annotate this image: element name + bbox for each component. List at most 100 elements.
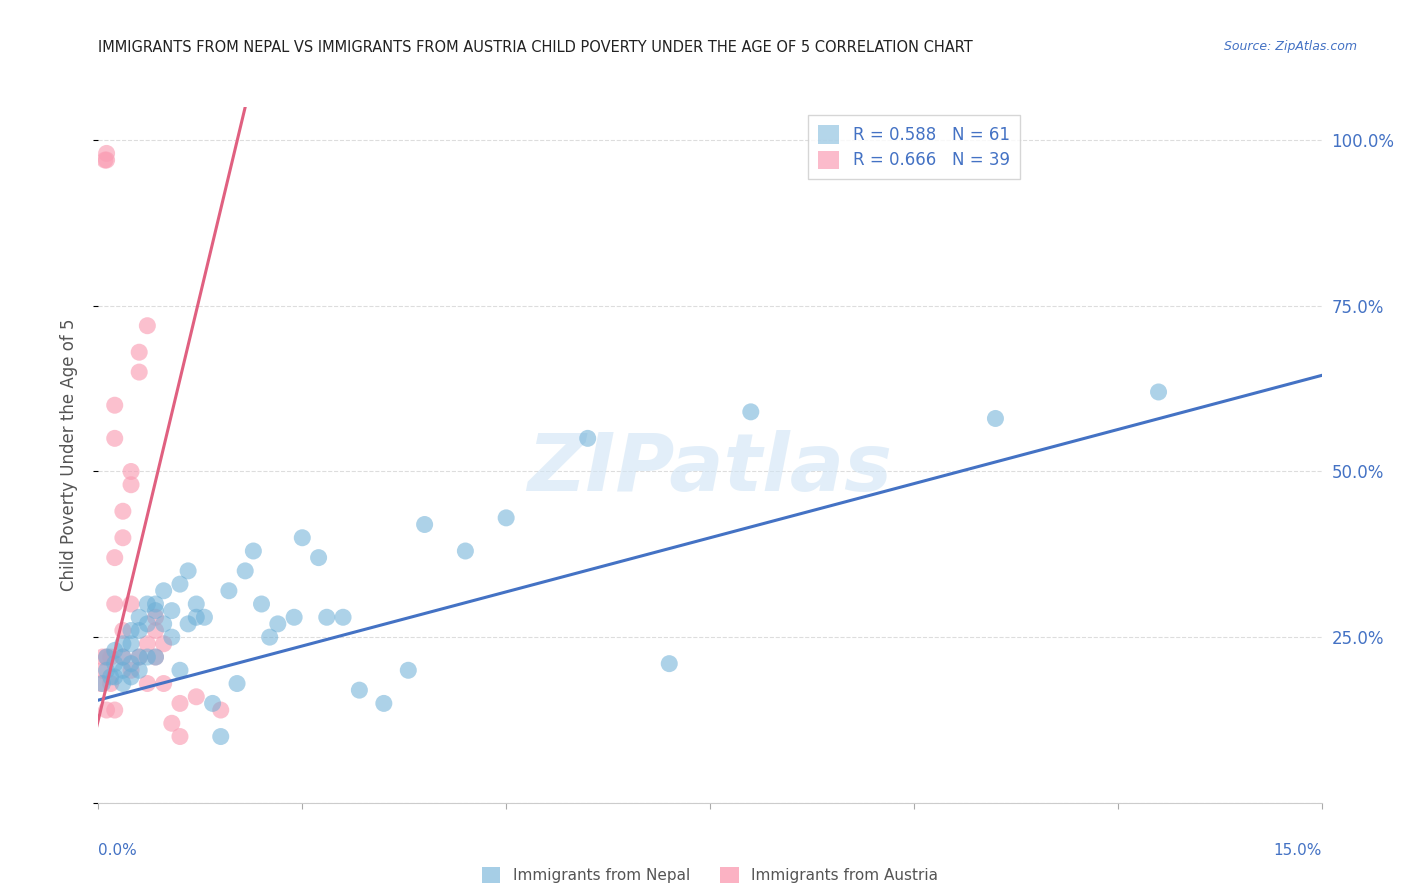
Point <box>169 577 191 591</box>
Point <box>91 650 114 665</box>
Point <box>332 610 354 624</box>
Point <box>145 597 167 611</box>
Point <box>128 624 150 638</box>
Point <box>160 604 183 618</box>
Point <box>136 616 159 631</box>
Point <box>413 517 436 532</box>
Point <box>315 610 337 624</box>
Point <box>111 504 134 518</box>
Point <box>111 676 134 690</box>
Point <box>454 544 477 558</box>
Point <box>349 683 371 698</box>
Point <box>128 650 150 665</box>
Point <box>111 663 134 677</box>
Point <box>373 697 395 711</box>
Point <box>120 477 142 491</box>
Point <box>145 624 167 638</box>
Point <box>128 650 150 665</box>
Point <box>96 663 118 677</box>
Point <box>145 650 167 665</box>
Point <box>169 663 191 677</box>
Point <box>169 730 191 744</box>
Point <box>104 643 127 657</box>
Point <box>136 597 159 611</box>
Point <box>250 597 273 611</box>
Point <box>201 697 224 711</box>
Point <box>145 650 167 665</box>
Point <box>91 676 114 690</box>
Point <box>495 511 517 525</box>
Point <box>984 411 1007 425</box>
Point <box>291 531 314 545</box>
Point <box>120 670 142 684</box>
Point <box>740 405 762 419</box>
Point <box>186 610 208 624</box>
Point <box>152 616 174 631</box>
Point <box>104 657 127 671</box>
Point <box>283 610 305 624</box>
Point <box>104 597 127 611</box>
Text: 15.0%: 15.0% <box>1274 843 1322 858</box>
Point <box>100 670 122 684</box>
Text: IMMIGRANTS FROM NEPAL VS IMMIGRANTS FROM AUSTRIA CHILD POVERTY UNDER THE AGE OF : IMMIGRANTS FROM NEPAL VS IMMIGRANTS FROM… <box>98 40 973 55</box>
Point <box>128 610 150 624</box>
Point <box>111 624 134 638</box>
Point <box>111 531 134 545</box>
Point <box>1147 384 1170 399</box>
Point <box>308 550 330 565</box>
Point <box>186 690 208 704</box>
Point <box>267 616 290 631</box>
Point <box>111 650 134 665</box>
Point <box>111 637 134 651</box>
Point <box>160 630 183 644</box>
Point <box>100 650 122 665</box>
Point <box>152 637 174 651</box>
Text: Source: ZipAtlas.com: Source: ZipAtlas.com <box>1223 40 1357 54</box>
Point <box>128 365 150 379</box>
Point <box>96 650 118 665</box>
Point <box>111 650 134 665</box>
Point <box>120 465 142 479</box>
Point <box>145 604 167 618</box>
Point <box>658 657 681 671</box>
Text: 0.0%: 0.0% <box>98 843 138 858</box>
Point <box>120 624 142 638</box>
Point <box>152 583 174 598</box>
Point <box>136 318 159 333</box>
Point <box>96 146 118 161</box>
Point <box>104 431 127 445</box>
Point <box>120 637 142 651</box>
Point <box>96 703 118 717</box>
Point <box>177 564 200 578</box>
Point <box>104 398 127 412</box>
Point <box>128 345 150 359</box>
Point <box>128 663 150 677</box>
Point <box>259 630 281 644</box>
Point <box>209 730 232 744</box>
Text: ZIPatlas: ZIPatlas <box>527 430 893 508</box>
Point <box>396 663 419 677</box>
Point <box>169 697 191 711</box>
Point <box>136 676 159 690</box>
Point <box>94 153 117 167</box>
Point <box>152 676 174 690</box>
Point <box>233 564 256 578</box>
Point <box>96 153 118 167</box>
Point <box>120 657 142 671</box>
Legend: R = 0.588   N = 61, R = 0.666   N = 39: R = 0.588 N = 61, R = 0.666 N = 39 <box>807 115 1019 179</box>
Point <box>104 550 127 565</box>
Point <box>226 676 249 690</box>
Point <box>576 431 599 445</box>
Point <box>120 663 142 677</box>
Point <box>104 670 127 684</box>
Point <box>160 716 183 731</box>
Point <box>96 650 118 665</box>
Point <box>120 597 142 611</box>
Point <box>136 637 159 651</box>
Point <box>136 650 159 665</box>
Y-axis label: Child Poverty Under the Age of 5: Child Poverty Under the Age of 5 <box>59 318 77 591</box>
Point <box>90 676 112 690</box>
Point <box>186 597 208 611</box>
Point <box>193 610 215 624</box>
Point <box>218 583 240 598</box>
